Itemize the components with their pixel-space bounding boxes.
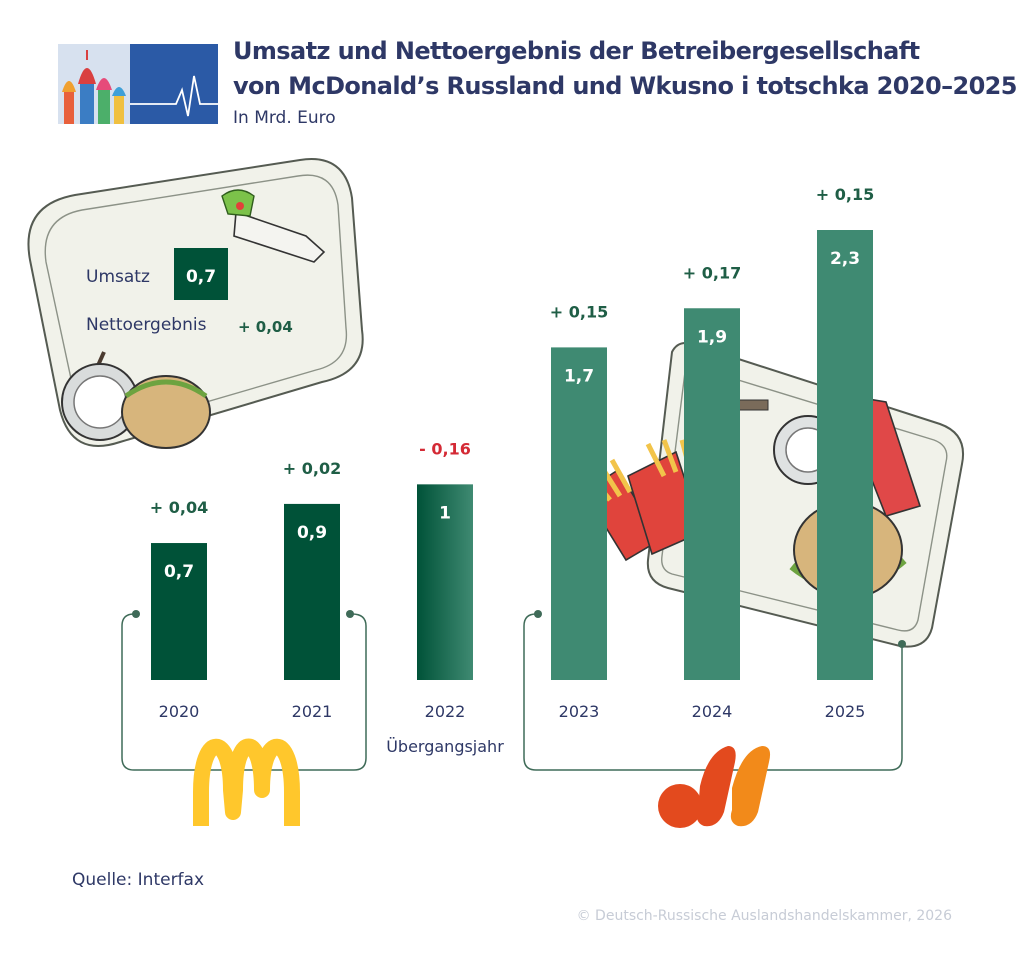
- net-result-label-2023: + 0,15: [550, 302, 608, 321]
- bar-value-label-2022: 1: [439, 503, 451, 523]
- legend: Umsatz 0,7 Nettoergebnis + 0,04: [86, 248, 293, 336]
- source-note: Quelle: Interfax: [72, 870, 205, 890]
- legend-net-example: + 0,04: [238, 318, 293, 336]
- wrap-icon: [221, 189, 326, 263]
- chart-title-line-1: Umsatz und Nettoergebnis der Betreiberge…: [233, 37, 920, 65]
- chart-title-line-2: von McDonald’s Russland und Wkusno i tot…: [233, 72, 1017, 100]
- legend-revenue-swatch: [174, 248, 228, 300]
- burger-icon: [121, 375, 211, 449]
- chart-subtitle: In Mrd. Euro: [233, 108, 336, 128]
- bar-revenue-2024: [684, 308, 740, 680]
- bar-value-label-2023: 1,7: [564, 366, 594, 386]
- bar-value-label-2021: 0,9: [297, 523, 327, 543]
- vkusno-logo: [658, 746, 771, 828]
- bar-revenue-2023: [551, 347, 607, 680]
- header-badge: [58, 44, 218, 124]
- cup-icon: [61, 351, 139, 441]
- x-tick-label-2023: 2023: [559, 702, 600, 721]
- copyright-note: © Deutsch-Russische Auslandshandelskamme…: [576, 908, 952, 924]
- bar-revenue-2022: [417, 484, 473, 680]
- bar-value-label-2025: 2,3: [830, 249, 860, 269]
- legend-revenue-label: Umsatz: [86, 267, 150, 287]
- x-tick-label-2021: 2021: [292, 702, 333, 721]
- net-result-label-2020: + 0,04: [150, 498, 208, 517]
- bar-value-label-2020: 0,7: [164, 562, 194, 582]
- bars-layer: 0,7 + 0,04 2020 0,9 + 0,02 2021 1 - 0,16 2022 1,7…: [150, 185, 874, 756]
- bar-revenue-2021: [284, 503, 340, 680]
- bar-value-label-2024: 1,9: [697, 327, 727, 347]
- x-tick-label-2025: 2025: [825, 702, 866, 721]
- bar-revenue-2025: [817, 230, 873, 680]
- legend-revenue-example: 0,7: [186, 267, 216, 287]
- net-result-label-2024: + 0,17: [683, 263, 741, 282]
- annotation-transition-year: Übergangsjahr: [386, 737, 504, 756]
- x-tick-label-2024: 2024: [692, 702, 733, 721]
- net-result-label-2021: + 0,02: [283, 459, 341, 478]
- legend-net-label: Nettoergebnis: [86, 315, 207, 335]
- net-result-label-2025: + 0,15: [816, 185, 874, 204]
- x-tick-label-2020: 2020: [159, 702, 200, 721]
- bar-revenue-2020: [151, 543, 207, 680]
- tray-illustration: [27, 158, 364, 449]
- tray-with-food-illustration: [580, 342, 964, 648]
- net-result-label-2022: - 0,16: [419, 439, 471, 458]
- mcdonalds-logo: [193, 738, 300, 826]
- x-tick-label-2022: 2022: [425, 702, 466, 721]
